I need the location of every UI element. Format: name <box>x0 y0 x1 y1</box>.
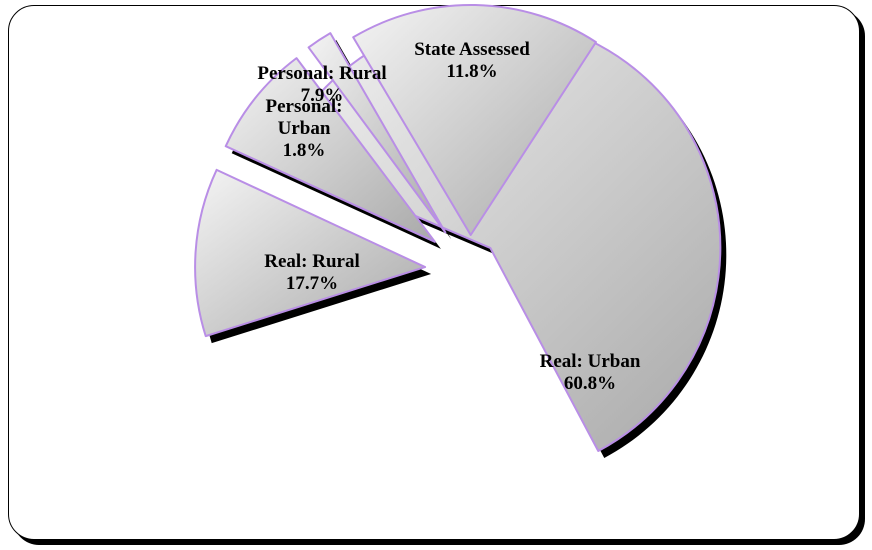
pie-slice-personal-urban <box>307 32 447 234</box>
pie-slice-personal-rural <box>224 57 436 243</box>
slice-label: State Assessed 11.8% <box>414 39 530 82</box>
slice-label: Personal: Rural 7.9% <box>257 63 386 106</box>
slice-label: Real: Rural 17.7% <box>264 251 360 294</box>
slice-label: Real: Urban 60.8% <box>540 351 641 394</box>
pie-slice-state-assessed <box>194 168 427 338</box>
slice-label: Personal: Urban 1.8% <box>265 96 342 161</box>
pie-slice-real-rural <box>352 4 597 237</box>
pie-slice-real-urban <box>277 16 722 452</box>
